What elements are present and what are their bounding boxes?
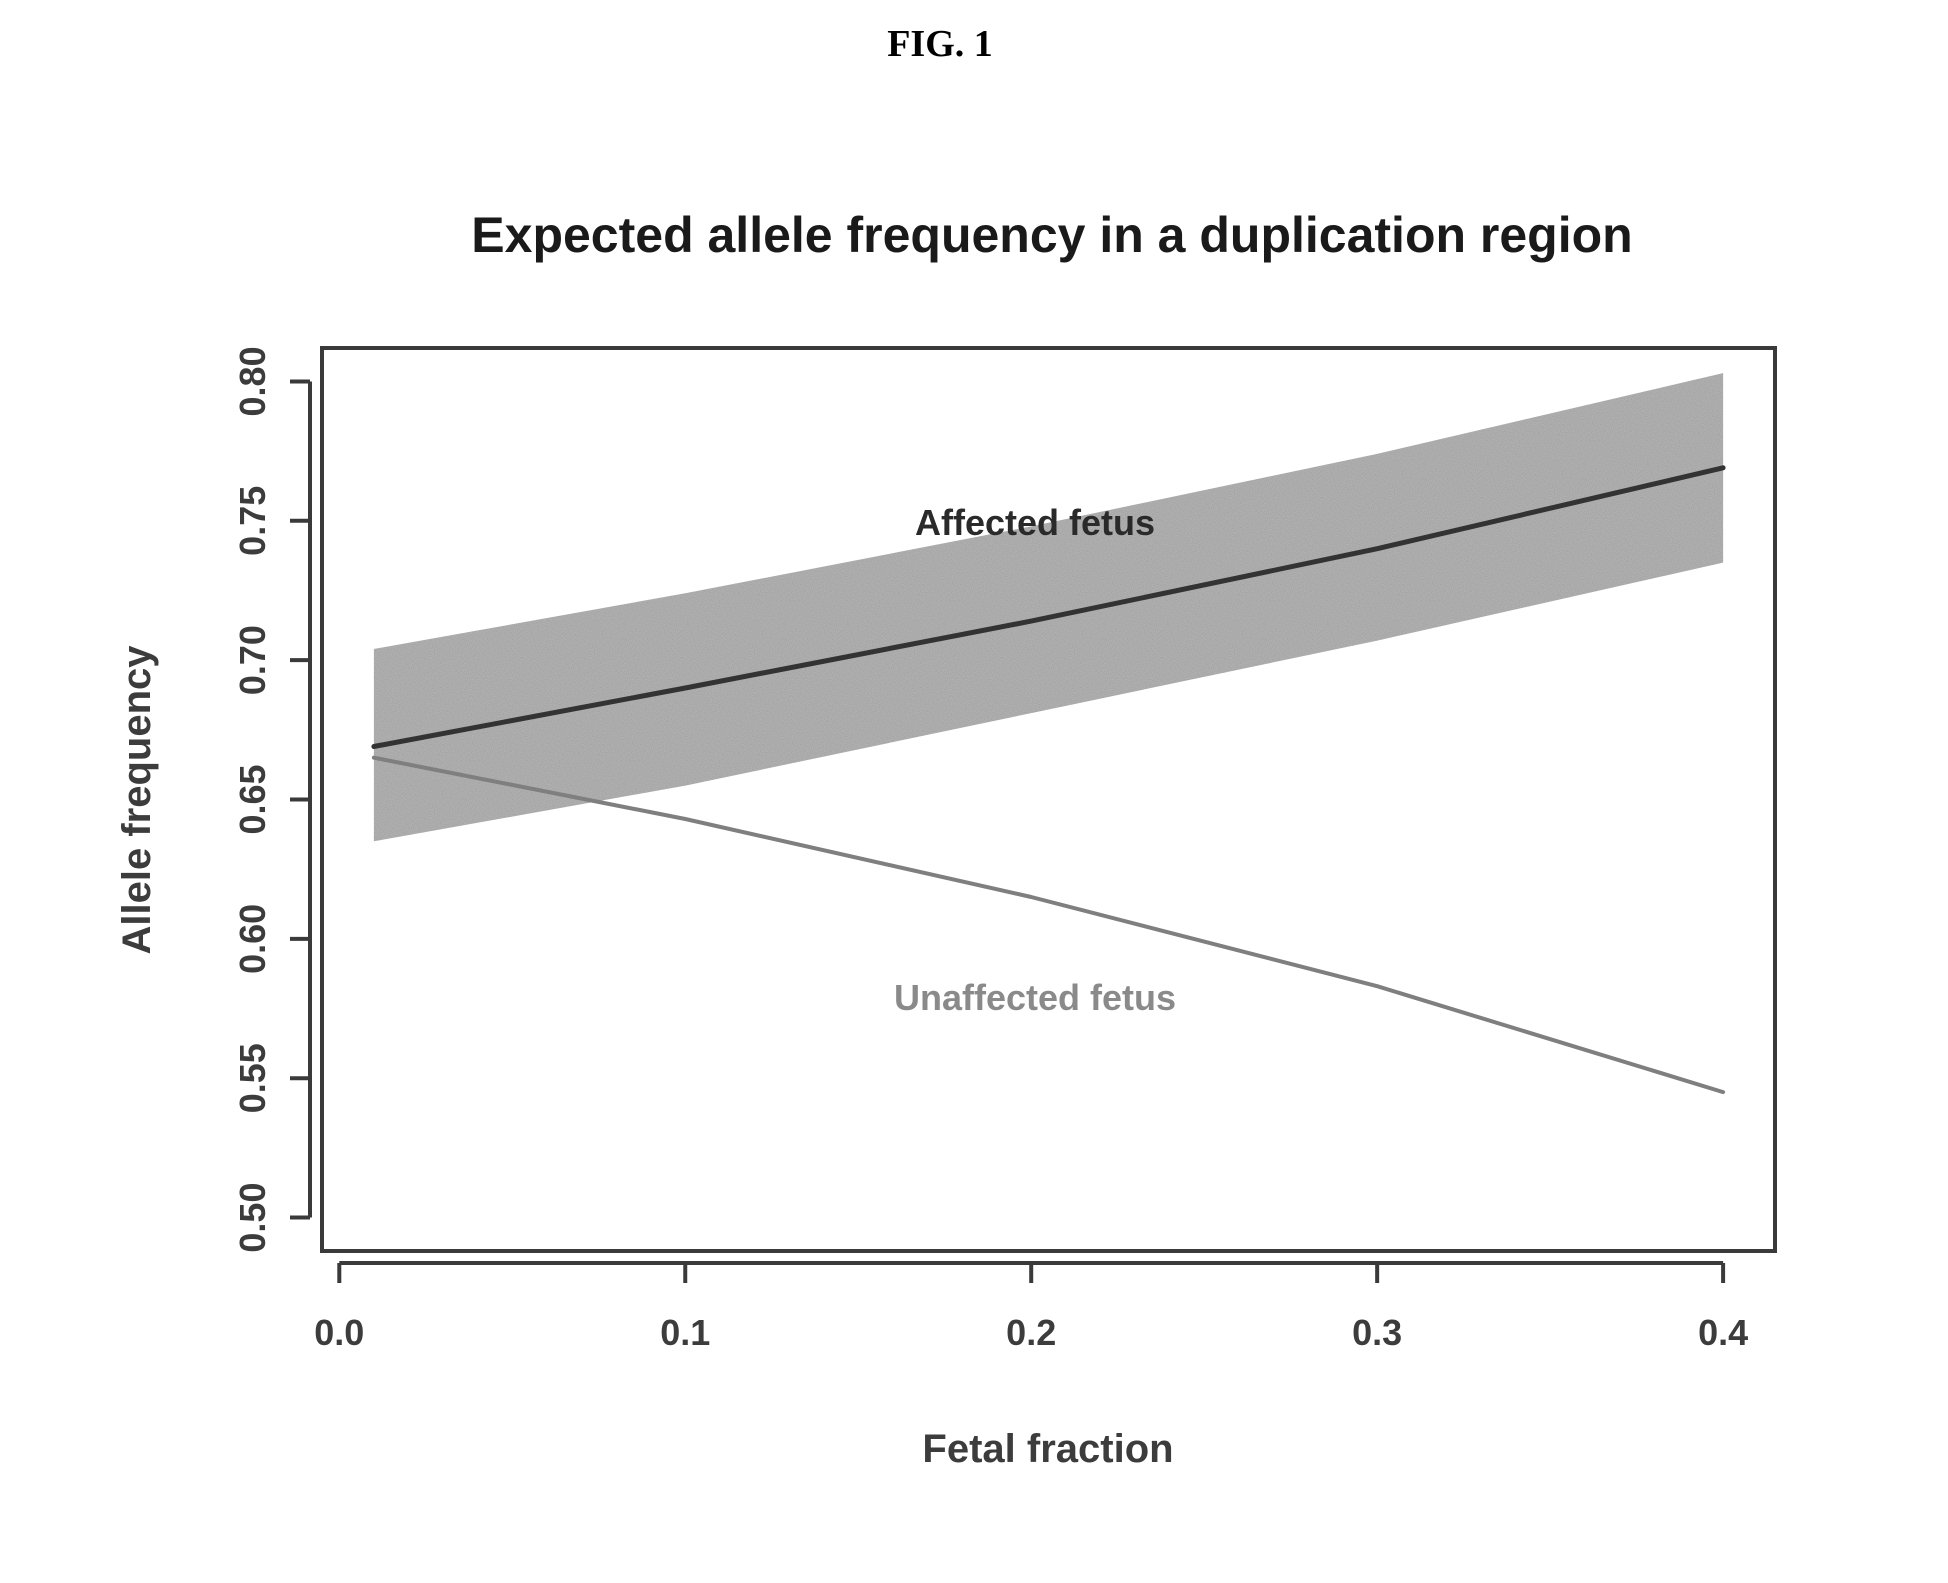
chart-title: Expected allele frequency in a duplicati… <box>471 207 1632 263</box>
y-tick-label: 0.60 <box>232 904 273 974</box>
y-tick-label: 0.70 <box>232 625 273 695</box>
x-tick-label: 0.0 <box>314 1312 364 1353</box>
confidence-band-layer <box>374 373 1723 841</box>
x-tick-label: 0.3 <box>1352 1312 1402 1353</box>
y-axis: 0.50 0.55 0.60 0.65 0.70 0.75 0.80 <box>232 346 310 1252</box>
y-tick-label: 0.80 <box>232 346 273 416</box>
y-tick-label: 0.50 <box>232 1183 273 1253</box>
confidence-band-texture <box>374 373 1723 841</box>
y-tick-label: 0.55 <box>232 1043 273 1113</box>
y-tick-label: 0.75 <box>232 486 273 556</box>
x-tick-label: 0.2 <box>1006 1312 1056 1353</box>
y-axis-label: Allele frequency <box>115 645 159 955</box>
x-axis: 0.0 0.1 0.2 0.3 0.4 <box>314 1263 1748 1353</box>
x-tick-label: 0.4 <box>1698 1312 1748 1353</box>
y-tick-label: 0.65 <box>232 764 273 834</box>
x-axis-label: Fetal fraction <box>922 1427 1173 1471</box>
series-label-affected-fetus: Affected fetus <box>915 502 1155 543</box>
series-line-unaffected-fetus <box>374 758 1723 1092</box>
series-label-unaffected-fetus: Unaffected fetus <box>894 977 1176 1018</box>
x-tick-label: 0.1 <box>660 1312 710 1353</box>
